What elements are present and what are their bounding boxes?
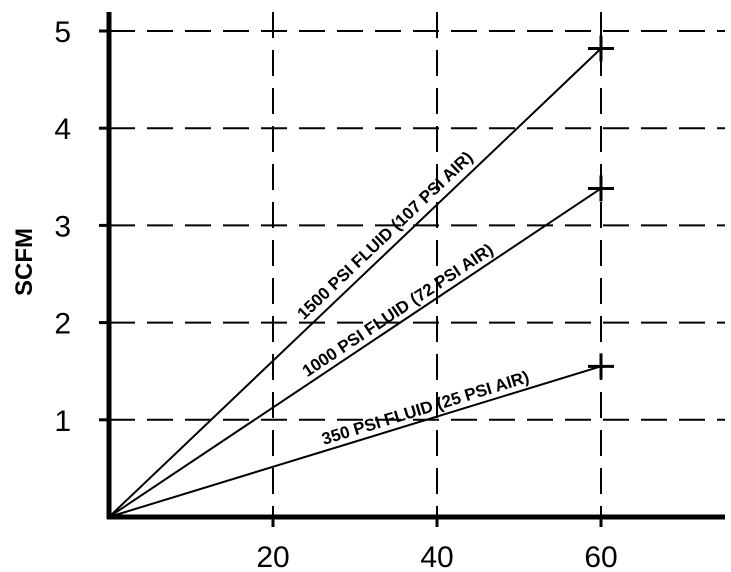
y-tick-label-5: 5	[54, 16, 71, 49]
series-group	[108, 35, 614, 518]
labels: 1500 PSI FLUID (107 PSI AIR)1000 PSI FLU…	[294, 148, 532, 449]
y-tick-label-1: 1	[54, 405, 71, 438]
x-tick-label-20: 20	[256, 541, 289, 572]
axes	[106, 12, 725, 520]
y-tick-label-3: 3	[54, 210, 71, 243]
series-1-label: 1500 PSI FLUID (107 PSI AIR)	[294, 148, 477, 324]
series-2-line	[108, 187, 602, 518]
series-3-line	[108, 365, 602, 518]
series-3-label: 350 PSI FLUID (25 PSI AIR)	[320, 367, 532, 448]
series-2-label: 1000 PSI FLUID (72 PSI AIR)	[299, 240, 497, 381]
x-tick-label-60: 60	[584, 541, 617, 572]
grid	[109, 12, 725, 517]
x-tick-label-40: 40	[420, 541, 453, 572]
y-axis-title: SCFM	[11, 228, 38, 296]
ticks: 1 2 3 4 5 20 40 60	[54, 16, 617, 572]
y-tick-label-4: 4	[54, 113, 71, 146]
y-tick-label-2: 2	[54, 308, 71, 341]
series-1-line	[108, 47, 602, 518]
